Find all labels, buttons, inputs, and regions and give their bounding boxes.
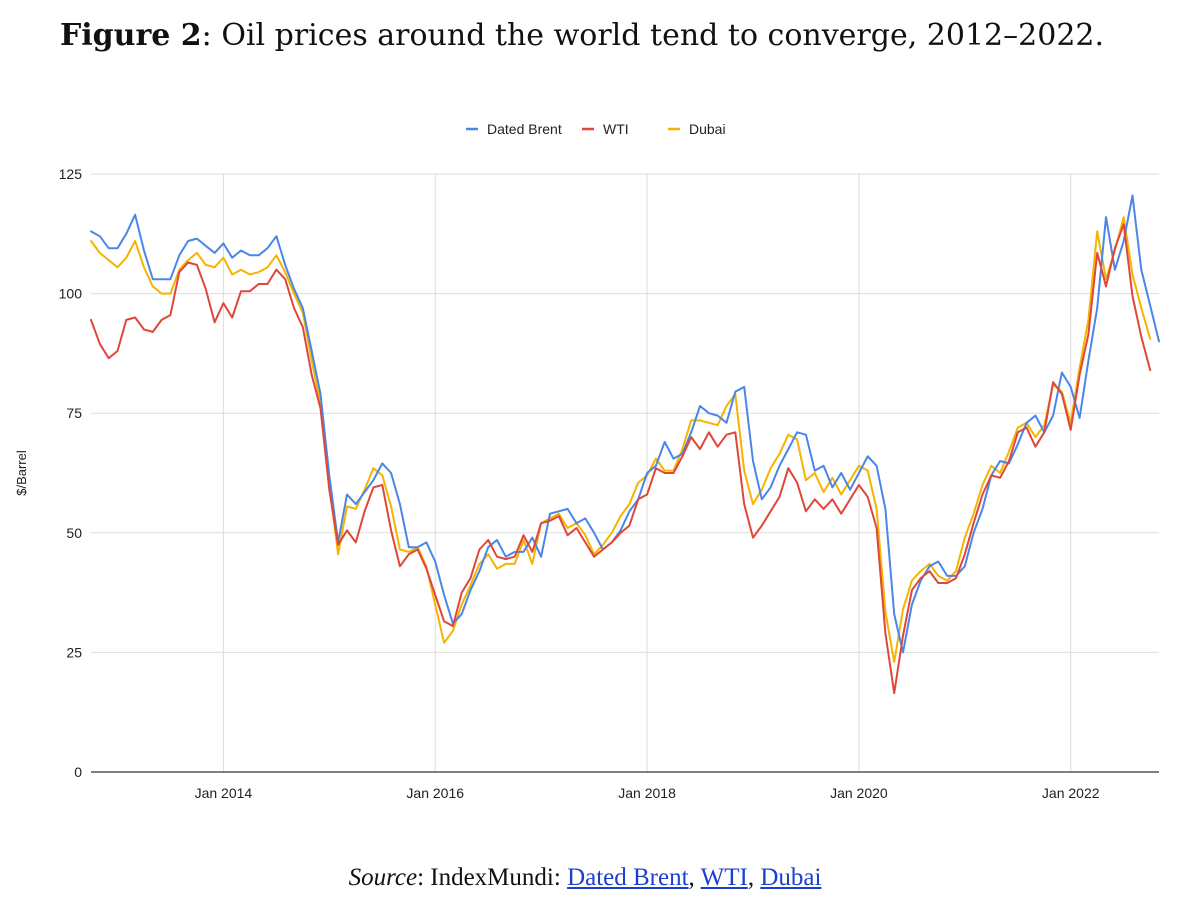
y-tick-label: 100 [59, 286, 83, 302]
source-label: Source [348, 864, 418, 891]
figure-title-text: : Oil prices around the world tend to co… [201, 18, 1105, 53]
y-tick-label: 25 [66, 644, 82, 660]
series-line-wti [90, 223, 1152, 695]
legend-label: Dubai [689, 121, 726, 137]
source-separator: , [688, 864, 701, 891]
y-tick-label: 50 [66, 525, 82, 541]
figure-title: Figure 2: Oil prices around the world te… [0, 18, 1164, 53]
source-link-wti[interactable]: WTI [700, 864, 748, 891]
y-tick-label: 75 [66, 405, 82, 421]
source-link-dubai[interactable]: Dubai [760, 864, 822, 891]
x-tick-label: Jan 2020 [830, 785, 888, 801]
source-prefix: : IndexMundi: [417, 864, 568, 891]
legend: Dated Brent WTI Dubai [466, 121, 726, 137]
x-tick-label: Jan 2022 [1042, 785, 1100, 801]
legend-label: WTI [603, 121, 629, 137]
x-tick-label: Jan 2014 [195, 785, 253, 801]
x-tick-label: Jan 2016 [406, 785, 464, 801]
legend-label: Dated Brent [487, 121, 562, 137]
figure-number: Figure 2 [59, 18, 202, 53]
series-line-dubai [90, 216, 1152, 663]
source-line: Source: IndexMundi: Dated Brent, WTI, Du… [0, 864, 1170, 892]
series-line-dated-brent [90, 194, 1160, 654]
source-separator: , [747, 864, 761, 891]
y-tick-label: 0 [74, 764, 82, 780]
source-link-dated-brent[interactable]: Dated Brent [567, 864, 689, 891]
x-tick-label: Jan 2018 [618, 785, 676, 801]
y-tick-label: 125 [59, 166, 83, 182]
y-axis-label: $/Barrel [14, 450, 29, 496]
